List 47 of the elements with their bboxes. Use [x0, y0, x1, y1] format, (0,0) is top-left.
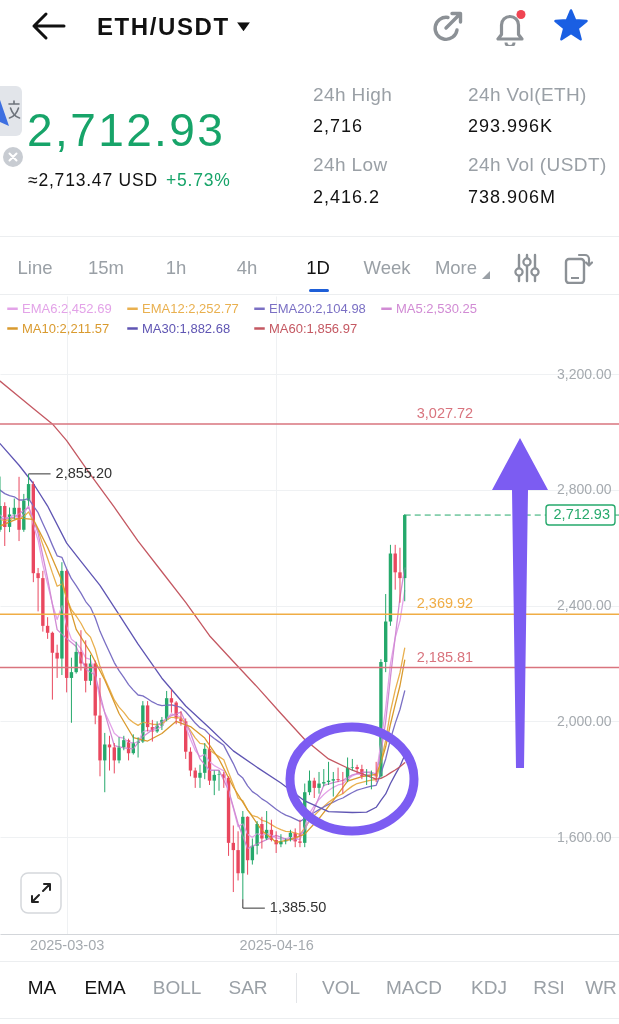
- ref-line-label: 2,369.92: [416, 595, 474, 612]
- text: 15m: [88, 257, 124, 279]
- text: Line: [17, 257, 53, 279]
- text: 24h High: [313, 84, 393, 106]
- text: WR: [585, 977, 617, 999]
- ref-line-label: 2,712.93: [553, 506, 610, 523]
- text: 24h Vol (USDT): [468, 154, 607, 176]
- legend-label: EMA6:2,452.69: [22, 300, 112, 316]
- text: More: [434, 257, 478, 279]
- text: KDJ: [471, 977, 507, 999]
- text: ≈2,713.47 USD: [28, 169, 158, 191]
- y-tick-label: 2,800.00: [557, 481, 612, 498]
- text: VOL: [321, 977, 361, 999]
- text: SAR: [228, 977, 268, 999]
- y-tick-label: 2,000.00: [557, 712, 612, 729]
- text: 293.996K: [468, 115, 554, 137]
- chart-title: ETH/USDT: [97, 13, 230, 41]
- legend-label: MA60:1,856.97: [269, 320, 358, 336]
- y-tick-label: 1,600.00: [557, 828, 612, 845]
- y-tick-label: 3,200.00: [557, 365, 612, 382]
- text: 4h: [236, 257, 258, 279]
- text: 2,716: [313, 115, 364, 137]
- ref-line-label: 3,027.72: [416, 404, 474, 421]
- text: +5.73%: [165, 169, 231, 191]
- x-tick-label: 2025-04-16: [239, 936, 314, 953]
- y-tick-label: 2,400.00: [557, 597, 612, 614]
- legend-label: MA30:1,882.68: [142, 320, 231, 336]
- text: 2,712.93: [27, 103, 226, 157]
- x-tick-label: 2025-03-03: [30, 936, 105, 953]
- text: EMA: [84, 977, 126, 999]
- text: 2,416.2: [313, 186, 381, 208]
- legend-label: EMA20:2,104.98: [269, 300, 366, 316]
- text: RSI: [533, 977, 565, 999]
- legend-label: MA5:2,530.25: [396, 300, 477, 316]
- text: 1D: [306, 257, 330, 279]
- text: MACD: [386, 977, 442, 999]
- text: 24h Low: [313, 154, 388, 176]
- text: Week: [363, 257, 411, 279]
- annotation: 1,385.50: [269, 899, 327, 916]
- text: 1h: [165, 257, 187, 279]
- text: 24h Vol(ETH): [468, 84, 587, 106]
- text: BOLL: [152, 977, 202, 999]
- ref-line-label: 2,185.81: [416, 648, 474, 665]
- legend-label: MA10:2,211.57: [22, 320, 110, 336]
- legend-label: EMA12:2,252.77: [142, 300, 239, 316]
- text: MA: [27, 977, 57, 999]
- text: 738.906M: [468, 186, 557, 208]
